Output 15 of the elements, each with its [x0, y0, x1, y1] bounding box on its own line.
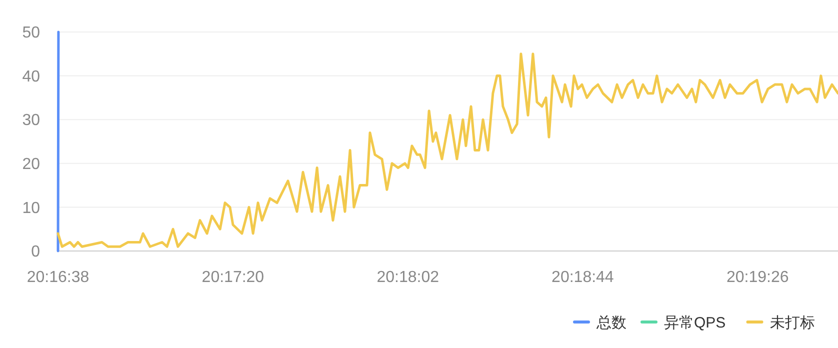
line-series	[56, 52, 838, 248]
x-tick-label: 20:18:02	[376, 269, 440, 286]
y-tick-label: 40	[22, 68, 40, 86]
y-tick-label: 20	[22, 156, 40, 173]
y-tick-label: 30	[22, 112, 40, 130]
y-tick-label: 10	[22, 200, 40, 217]
x-tick-label: 20:17:20	[202, 269, 264, 286]
legend-label: 异常QPS	[664, 314, 726, 332]
x-tick-label: 20:16:38	[26, 269, 90, 286]
x-tick-label: 20:18:44	[552, 269, 614, 286]
legend-label: 总数	[596, 314, 626, 332]
y-tick-label: 50	[22, 24, 40, 42]
y-tick-label: 0	[31, 244, 40, 261]
legend-label: 未打标	[770, 314, 815, 332]
x-tick-label: 20:19:26	[726, 269, 789, 286]
